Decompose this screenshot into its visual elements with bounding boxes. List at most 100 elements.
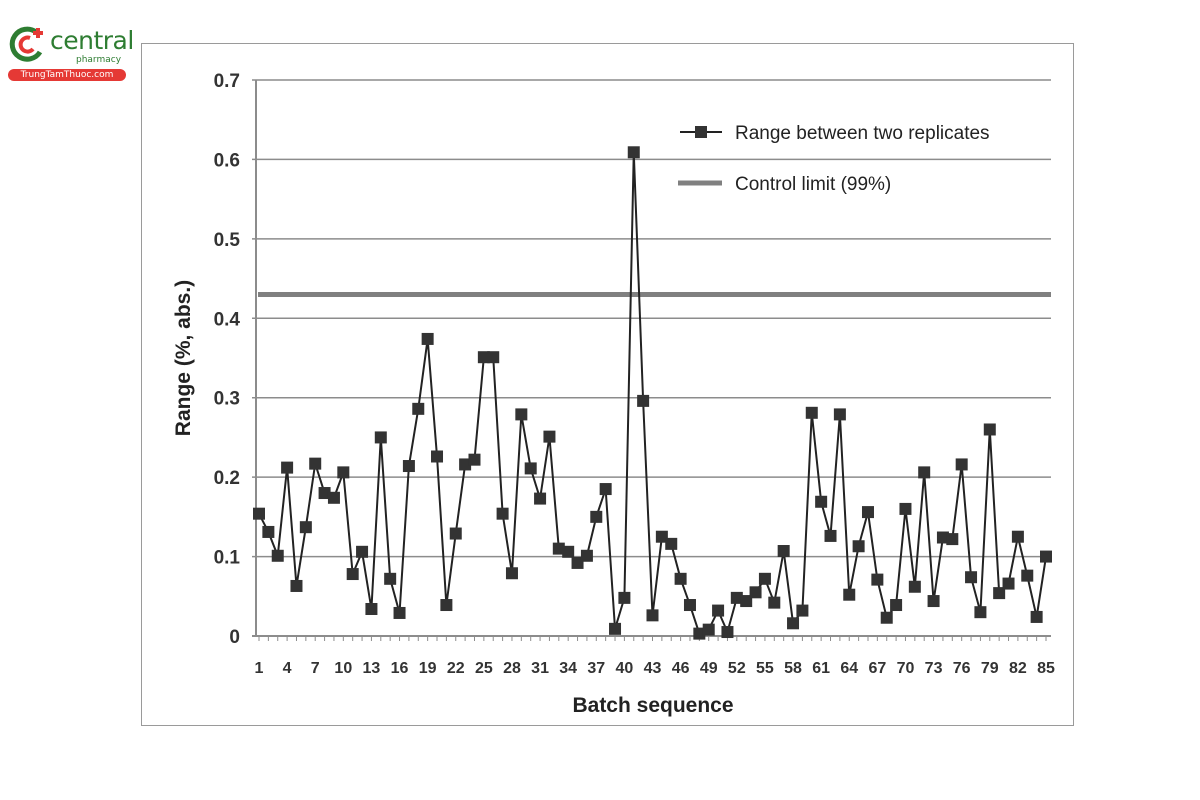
x-axis-label: Batch sequence [572, 694, 733, 717]
data-point-marker [1030, 610, 1043, 623]
data-point-marker [815, 495, 828, 508]
legend-label-range: Range between two replicates [735, 123, 990, 144]
data-point-marker [281, 461, 294, 474]
data-point-marker [393, 606, 406, 619]
y-tick-label: 0.7 [214, 71, 240, 92]
data-point-marker [253, 507, 265, 520]
y-tick-label: 0 [229, 627, 240, 648]
data-point-marker [627, 146, 640, 159]
x-tick-label: 76 [953, 660, 971, 677]
data-point-marker [337, 466, 350, 479]
data-point-marker [1002, 577, 1015, 590]
x-tick-label: 58 [784, 660, 802, 677]
data-point-marker [683, 599, 696, 612]
x-tick-label: 40 [615, 660, 633, 677]
x-tick-label: 46 [672, 660, 690, 677]
legend: Range between two replicates Control limi… [678, 123, 990, 195]
data-point-marker [665, 537, 678, 550]
data-point-marker [515, 408, 528, 421]
data-point-marker [290, 579, 303, 592]
data-point-marker [749, 586, 762, 599]
data-point-marker [318, 487, 331, 500]
x-tick-label: 70 [897, 660, 915, 677]
data-point-marker [496, 507, 509, 520]
data-point-marker [505, 567, 518, 580]
data-point-marker [890, 599, 903, 612]
legend-square-marker-icon [695, 126, 707, 138]
y-tick-label: 0.5 [214, 230, 241, 251]
x-tick-label: 31 [531, 660, 549, 677]
data-point-marker [402, 460, 415, 473]
range-series [253, 146, 1052, 640]
chart-frame [141, 43, 1074, 726]
data-point-marker [965, 571, 978, 584]
data-point-marker [674, 572, 687, 585]
data-point-marker [421, 332, 434, 345]
data-point-marker [721, 626, 734, 639]
x-tick-label: 79 [981, 660, 999, 677]
logo-brand: central [50, 26, 134, 55]
data-point-marker [262, 525, 275, 538]
x-tick-label: 85 [1037, 660, 1055, 677]
x-tick-label: 49 [700, 660, 718, 677]
data-point-marker [712, 604, 725, 617]
data-point-marker [487, 351, 500, 364]
data-point-marker [768, 596, 781, 609]
data-point-marker [309, 457, 322, 470]
data-point-marker [805, 406, 818, 419]
x-tick-label: 10 [334, 660, 352, 677]
x-tick-label: 7 [311, 660, 320, 677]
data-point-marker [993, 587, 1006, 600]
data-point-marker [440, 599, 453, 612]
x-tick-label: 52 [728, 660, 746, 677]
data-point-marker [356, 545, 369, 558]
data-point-marker [740, 595, 753, 608]
x-tick-label: 64 [840, 660, 858, 677]
data-point-marker [646, 609, 659, 622]
data-point-marker [459, 458, 472, 471]
central-pharmacy-logo: central pharmacy TrungTamThuoc.com [6, 22, 134, 82]
y-tick-label: 0.4 [214, 309, 241, 330]
data-point-marker [449, 527, 462, 540]
logo-site: TrungTamThuoc.com [8, 69, 126, 81]
data-point-marker [861, 506, 874, 519]
x-tick-label: 61 [812, 660, 830, 677]
data-point-marker [833, 408, 846, 421]
x-axis-ticks: 1 4 7 10 13 16 19 22 25 28 31 34 37 40 43 46 49 52 55 58 61 6… [255, 660, 1055, 677]
y-tick-label: 0.2 [214, 468, 240, 489]
x-tick-label: 43 [644, 660, 662, 677]
x-tick-label: 4 [283, 660, 292, 677]
y-tick-label: 0.6 [214, 150, 240, 171]
data-point-marker [777, 545, 790, 558]
data-point-marker [327, 491, 340, 504]
data-point-marker [908, 580, 921, 593]
data-point-marker [562, 545, 575, 558]
data-point-marker [543, 430, 556, 443]
data-point-marker [824, 529, 837, 542]
data-point-marker [880, 611, 893, 624]
x-tick-label: 25 [475, 660, 493, 677]
data-point-marker [580, 549, 593, 562]
data-point-marker [787, 617, 800, 630]
data-point-marker [843, 588, 856, 601]
data-point-marker [374, 431, 387, 444]
data-point-marker [534, 492, 547, 505]
x-tick-label: 67 [868, 660, 886, 677]
y-tick-label: 0.3 [214, 389, 240, 410]
data-point-marker [618, 591, 631, 604]
data-point-marker [468, 453, 481, 466]
data-point-marker [730, 591, 743, 604]
data-point-marker [599, 483, 612, 496]
x-tick-label: 73 [925, 660, 943, 677]
data-point-marker [1021, 569, 1034, 582]
data-point-marker [936, 531, 949, 544]
x-tick-label: 34 [559, 660, 577, 677]
y-axis-ticks: 0 0.1 0.2 0.3 0.4 0.5 0.6 0.7 [214, 71, 241, 648]
data-point-marker [1011, 530, 1024, 543]
data-point-marker [1040, 550, 1052, 563]
data-point-marker [852, 540, 865, 553]
logo-subtitle: pharmacy [76, 55, 122, 65]
data-point-marker [655, 530, 668, 543]
data-point-marker [571, 556, 584, 569]
